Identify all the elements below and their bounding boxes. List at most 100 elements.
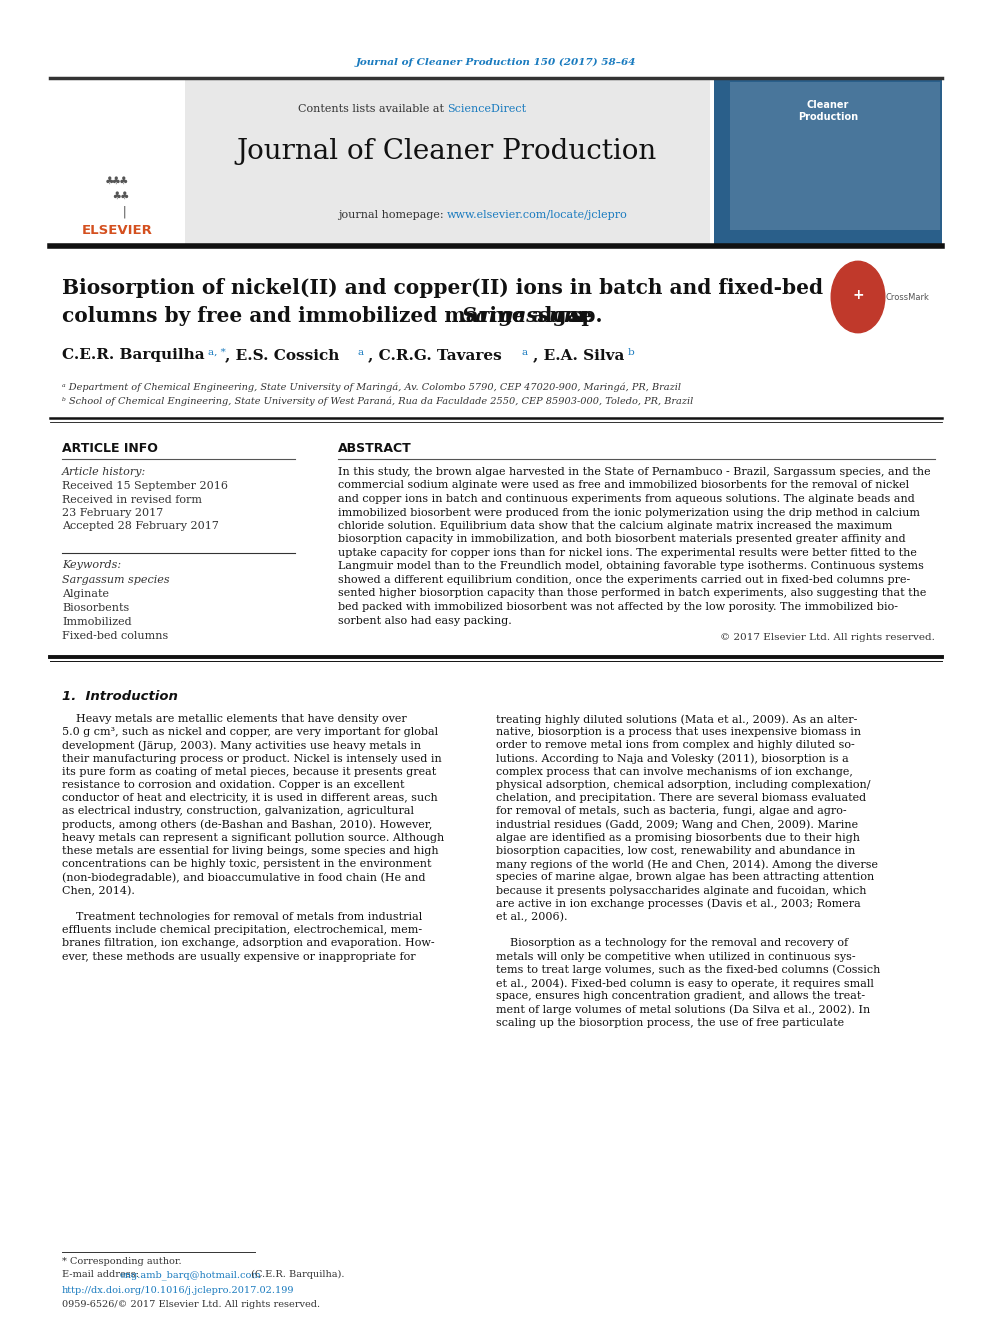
Text: +: + (852, 288, 864, 302)
Text: Fixed-bed columns: Fixed-bed columns (62, 631, 169, 642)
Text: Biosorption of nickel(II) and copper(II) ions in batch and fixed-bed: Biosorption of nickel(II) and copper(II)… (62, 278, 823, 298)
Text: native, biosorption is a process that uses inexpensive biomass in: native, biosorption is a process that us… (496, 728, 861, 737)
Text: Alginate: Alginate (62, 589, 109, 599)
Text: ARTICLE INFO: ARTICLE INFO (62, 442, 158, 455)
Text: tems to treat large volumes, such as the fixed-bed columns (Cossich: tems to treat large volumes, such as the… (496, 964, 880, 975)
Text: ment of large volumes of metal solutions (Da Silva et al., 2002). In: ment of large volumes of metal solutions… (496, 1004, 870, 1015)
Text: , E.A. Silva: , E.A. Silva (533, 348, 624, 363)
Text: sorbent also had easy packing.: sorbent also had easy packing. (338, 615, 512, 626)
Bar (714, 79, 942, 243)
Text: as electrical industry, construction, galvanization, agricultural: as electrical industry, construction, ga… (62, 807, 414, 816)
Text: CrossMark: CrossMark (886, 292, 930, 302)
Text: these metals are essential for living beings, some species and high: these metals are essential for living be… (62, 845, 438, 856)
Text: chelation, and precipitation. There are several biomass evaluated: chelation, and precipitation. There are … (496, 794, 866, 803)
Bar (730, 82, 940, 230)
Text: Chen, 2014).: Chen, 2014). (62, 885, 135, 896)
Text: lutions. According to Naja and Volesky (2011), biosorption is a: lutions. According to Naja and Volesky (… (496, 754, 849, 765)
Text: ᵇ School of Chemical Engineering, State University of West Paraná, Rua da Faculd: ᵇ School of Chemical Engineering, State … (62, 397, 693, 406)
Text: ᵃ Department of Chemical Engineering, State University of Maringá, Av. Colombo 5: ᵃ Department of Chemical Engineering, St… (62, 382, 681, 392)
Text: Journal of Cleaner Production 150 (2017) 58–64: Journal of Cleaner Production 150 (2017)… (356, 58, 636, 67)
Text: its pure form as coating of metal pieces, because it presents great: its pure form as coating of metal pieces… (62, 767, 436, 777)
Text: , C.R.G. Tavares: , C.R.G. Tavares (368, 348, 502, 363)
Text: Journal of Cleaner Production: Journal of Cleaner Production (237, 138, 657, 165)
Text: their manufacturing process or product. Nickel is intensely used in: their manufacturing process or product. … (62, 754, 441, 763)
Bar (185, 79, 710, 243)
Text: Immobilized: Immobilized (62, 617, 132, 627)
Text: (non-biodegradable), and bioaccumulative in food chain (He and: (non-biodegradable), and bioaccumulative… (62, 872, 426, 882)
Text: space, ensures high concentration gradient, and allows the treat-: space, ensures high concentration gradie… (496, 991, 865, 1002)
Text: order to remove metal ions from complex and highly diluted so-: order to remove metal ions from complex … (496, 741, 855, 750)
Text: products, among others (de-Bashan and Bashan, 2010). However,: products, among others (de-Bashan and Ba… (62, 820, 433, 830)
Text: Langmuir model than to the Freundlich model, obtaining favorable type isotherms.: Langmuir model than to the Freundlich mo… (338, 561, 924, 572)
Text: Heavy metals are metallic elements that have density over: Heavy metals are metallic elements that … (62, 714, 407, 724)
Text: ELSEVIER: ELSEVIER (81, 224, 153, 237)
Text: Biosorbents: Biosorbents (62, 603, 129, 613)
Text: http://dx.doi.org/10.1016/j.jclepro.2017.02.199: http://dx.doi.org/10.1016/j.jclepro.2017… (62, 1286, 295, 1295)
Text: ScienceDirect: ScienceDirect (447, 105, 526, 114)
Text: commercial sodium alginate were used as free and immobilized biosorbents for the: commercial sodium alginate were used as … (338, 480, 909, 491)
Text: species of marine algae, brown algae has been attracting attention: species of marine algae, brown algae has… (496, 872, 874, 882)
Text: Sargassum: Sargassum (462, 306, 586, 325)
Text: Accepted 28 February 2017: Accepted 28 February 2017 (62, 521, 219, 531)
Text: Received in revised form: Received in revised form (62, 495, 202, 505)
Text: ♣♣♣
 ♣♣
  |: ♣♣♣ ♣♣ | (106, 175, 128, 218)
Text: 0959-6526/© 2017 Elsevier Ltd. All rights reserved.: 0959-6526/© 2017 Elsevier Ltd. All right… (62, 1301, 320, 1308)
Text: E-mail address:: E-mail address: (62, 1270, 142, 1279)
Text: a, *: a, * (208, 348, 226, 357)
Text: algae are identified as a promising biosorbents due to their high: algae are identified as a promising bios… (496, 832, 860, 843)
Text: for removal of metals, such as bacteria, fungi, algae and agro-: for removal of metals, such as bacteria,… (496, 807, 846, 816)
Text: a: a (358, 348, 364, 357)
Text: sp.: sp. (563, 306, 602, 325)
Text: www.elsevier.com/locate/jclepro: www.elsevier.com/locate/jclepro (447, 210, 628, 220)
Text: b: b (628, 348, 635, 357)
Text: treating highly diluted solutions (Mata et al., 2009). As an alter-: treating highly diluted solutions (Mata … (496, 714, 857, 725)
Text: © 2017 Elsevier Ltd. All rights reserved.: © 2017 Elsevier Ltd. All rights reserved… (720, 632, 935, 642)
Text: showed a different equilibrium condition, once the experiments carried out in fi: showed a different equilibrium condition… (338, 576, 911, 585)
Text: scaling up the biosorption process, the use of free particulate: scaling up the biosorption process, the … (496, 1017, 844, 1028)
Text: resistance to corrosion and oxidation. Copper is an excellent: resistance to corrosion and oxidation. C… (62, 781, 405, 790)
Text: Biosorption as a technology for the removal and recovery of: Biosorption as a technology for the remo… (496, 938, 848, 949)
Text: 5.0 g cm³, such as nickel and copper, are very important for global: 5.0 g cm³, such as nickel and copper, ar… (62, 728, 438, 737)
Text: industrial residues (Gadd, 2009; Wang and Chen, 2009). Marine: industrial residues (Gadd, 2009; Wang an… (496, 820, 858, 830)
Text: Treatment technologies for removal of metals from industrial: Treatment technologies for removal of me… (62, 912, 423, 922)
Text: Cleaner
Production: Cleaner Production (798, 101, 858, 122)
Text: uptake capacity for copper ions than for nickel ions. The experimental results w: uptake capacity for copper ions than for… (338, 548, 917, 558)
Text: biosorption capacity in immobilization, and both biosorbent materials presented : biosorption capacity in immobilization, … (338, 534, 906, 545)
Text: sented higher biosorption capacity than those performed in batch experiments, al: sented higher biosorption capacity than … (338, 589, 927, 598)
Text: many regions of the world (He and Chen, 2014). Among the diverse: many regions of the world (He and Chen, … (496, 859, 878, 869)
Text: conductor of heat and electricity, it is used in different areas, such: conductor of heat and electricity, it is… (62, 794, 437, 803)
Text: C.E.R. Barquilha: C.E.R. Barquilha (62, 348, 204, 363)
Text: ABSTRACT: ABSTRACT (338, 442, 412, 455)
Text: physical adsorption, chemical adsorption, including complexation/: physical adsorption, chemical adsorption… (496, 781, 871, 790)
Text: et al., 2006).: et al., 2006). (496, 912, 567, 922)
Text: and copper ions in batch and continuous experiments from aqueous solutions. The : and copper ions in batch and continuous … (338, 493, 915, 504)
Text: 1.  Introduction: 1. Introduction (62, 691, 178, 703)
Text: branes filtration, ion exchange, adsorption and evaporation. How-: branes filtration, ion exchange, adsorpt… (62, 938, 434, 949)
Text: metals will only be competitive when utilized in continuous sys-: metals will only be competitive when uti… (496, 951, 856, 962)
Text: ever, these methods are usually expensive or inappropriate for: ever, these methods are usually expensiv… (62, 951, 416, 962)
Text: Article history:: Article history: (62, 467, 146, 478)
Text: heavy metals can represent a significant pollution source. Although: heavy metals can represent a significant… (62, 832, 444, 843)
Text: In this study, the brown algae harvested in the State of Pernambuco - Brazil, Sa: In this study, the brown algae harvested… (338, 467, 930, 478)
Text: development (Järup, 2003). Many activities use heavy metals in: development (Järup, 2003). Many activiti… (62, 741, 422, 751)
Text: 23 February 2017: 23 February 2017 (62, 508, 164, 519)
Text: chloride solution. Equilibrium data show that the calcium alginate matrix increa: chloride solution. Equilibrium data show… (338, 521, 893, 531)
Text: journal homepage:: journal homepage: (338, 210, 447, 220)
Text: Keywords:: Keywords: (62, 560, 121, 570)
Text: Sargassum species: Sargassum species (62, 576, 170, 585)
Text: columns by free and immobilized marine algae: columns by free and immobilized marine a… (62, 306, 599, 325)
Text: , E.S. Cossich: , E.S. Cossich (225, 348, 339, 363)
Text: * Corresponding author.: * Corresponding author. (62, 1257, 182, 1266)
Text: Received 15 September 2016: Received 15 September 2016 (62, 482, 228, 491)
Bar (50, 79, 185, 243)
Text: are active in ion exchange processes (Davis et al., 2003; Romera: are active in ion exchange processes (Da… (496, 898, 861, 909)
Text: because it presents polysaccharides alginate and fucoidan, which: because it presents polysaccharides algi… (496, 885, 866, 896)
Text: a: a (522, 348, 528, 357)
Text: Contents lists available at: Contents lists available at (298, 105, 447, 114)
Text: biosorption capacities, low cost, renewability and abundance in: biosorption capacities, low cost, renewa… (496, 845, 855, 856)
Text: effluents include chemical precipitation, electrochemical, mem-: effluents include chemical precipitation… (62, 925, 423, 935)
Text: et al., 2004). Fixed-bed column is easy to operate, it requires small: et al., 2004). Fixed-bed column is easy … (496, 978, 874, 988)
Circle shape (831, 261, 885, 332)
Text: immobilized biosorbent were produced from the ionic polymerization using the dri: immobilized biosorbent were produced fro… (338, 508, 920, 517)
Text: bed packed with immobilized biosorbent was not affected by the low porosity. The: bed packed with immobilized biosorbent w… (338, 602, 898, 613)
